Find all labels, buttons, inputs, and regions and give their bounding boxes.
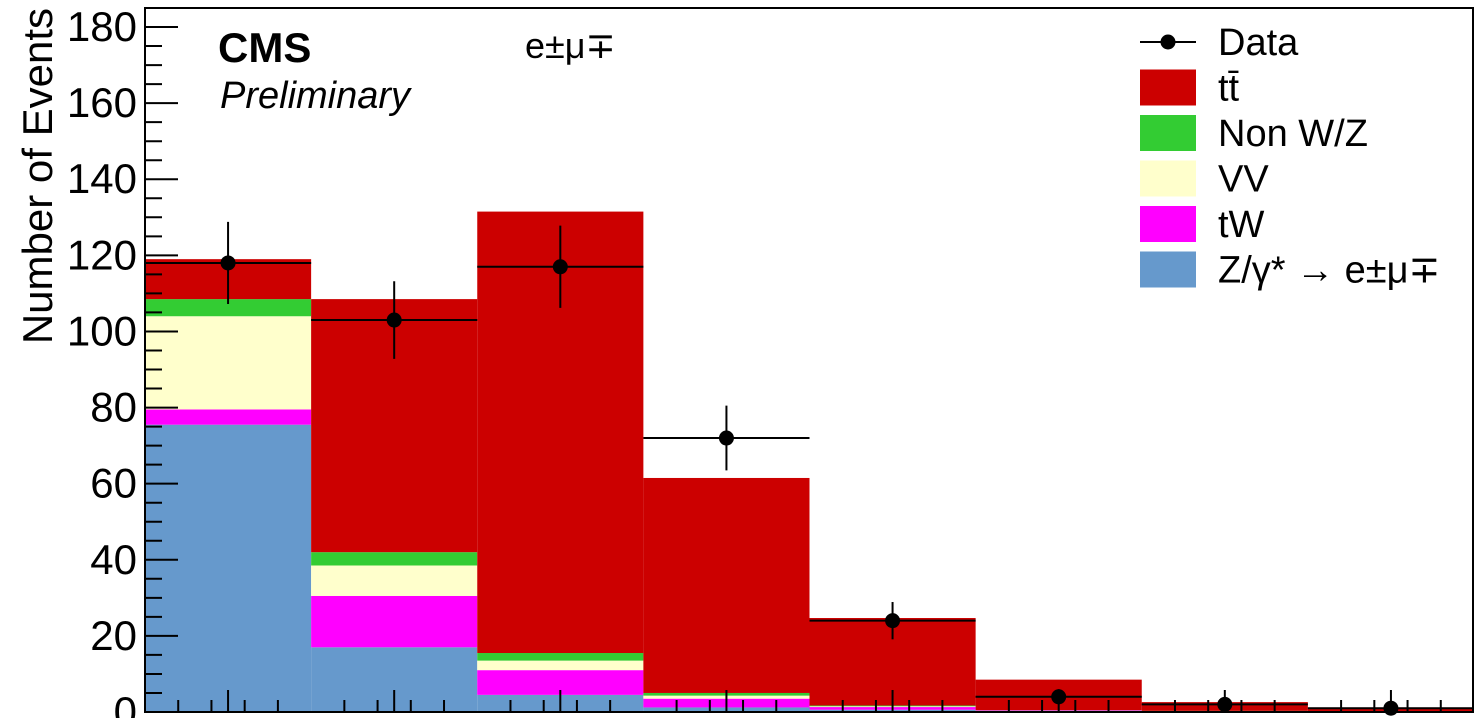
bar-2-bin-3 — [477, 660, 644, 671]
legend-swatch-4 — [1140, 206, 1196, 242]
legend-label-0: Data — [1218, 22, 1299, 64]
y-tick-label: 40 — [90, 536, 137, 583]
legend-label-3: VV — [1218, 159, 1269, 201]
channel-label: e±μ∓ — [525, 25, 616, 66]
data-point-5 — [885, 613, 901, 629]
legend-label-1: tt̄ — [1218, 68, 1240, 110]
y-tick-label: 20 — [90, 612, 137, 659]
y-tick-label: 180 — [67, 3, 137, 50]
y-axis-ticks — [145, 7, 178, 713]
y-tick-label: 60 — [90, 460, 137, 507]
plot-frame — [144, 7, 1474, 713]
data-point-4 — [718, 430, 734, 446]
y-tick-label: 120 — [67, 231, 137, 278]
x-axis-ticks — [177, 690, 1442, 712]
plot-border — [144, 7, 1474, 713]
bar-2-bin-2 — [311, 565, 478, 596]
bar-3-bin-3 — [477, 653, 644, 661]
legend-label-2: Non W/Z — [1218, 113, 1368, 155]
legend-swatch-5 — [1140, 251, 1196, 288]
y-axis-title: Number of Events — [14, 8, 61, 344]
y-tick-label: 80 — [90, 384, 137, 431]
bar-1-bin-2 — [311, 595, 478, 648]
y-tick-label: 140 — [67, 155, 137, 202]
bar-3-bin-1 — [145, 299, 312, 317]
legend-label-4: tW — [1218, 204, 1265, 246]
bar-3-bin-2 — [311, 552, 478, 566]
data-point-2 — [386, 312, 402, 328]
data-point-1 — [220, 255, 236, 271]
y-tick-labels: 0 20 40 60 80 100 120 140 160 180 — [67, 3, 137, 718]
y-tick-label: 0 — [114, 688, 137, 718]
experiment-label: CMS — [218, 24, 311, 71]
bar-4-bin-4 — [643, 477, 810, 693]
legend-label-5: Z/γ* → e±μ∓ — [1218, 250, 1440, 292]
legend-swatch-1 — [1140, 69, 1196, 106]
data-point-3 — [552, 259, 568, 275]
y-tick-label: 160 — [67, 79, 137, 126]
bar-1-bin-1 — [145, 409, 312, 425]
legend-data-marker — [1160, 34, 1176, 50]
bar-0-bin-1 — [145, 424, 312, 712]
legend-swatch-3 — [1140, 160, 1196, 197]
y-tick-label: 100 — [67, 307, 137, 354]
bar-2-bin-1 — [145, 316, 312, 410]
status-label: Preliminary — [220, 75, 412, 117]
legend-swatch-2 — [1140, 115, 1196, 151]
